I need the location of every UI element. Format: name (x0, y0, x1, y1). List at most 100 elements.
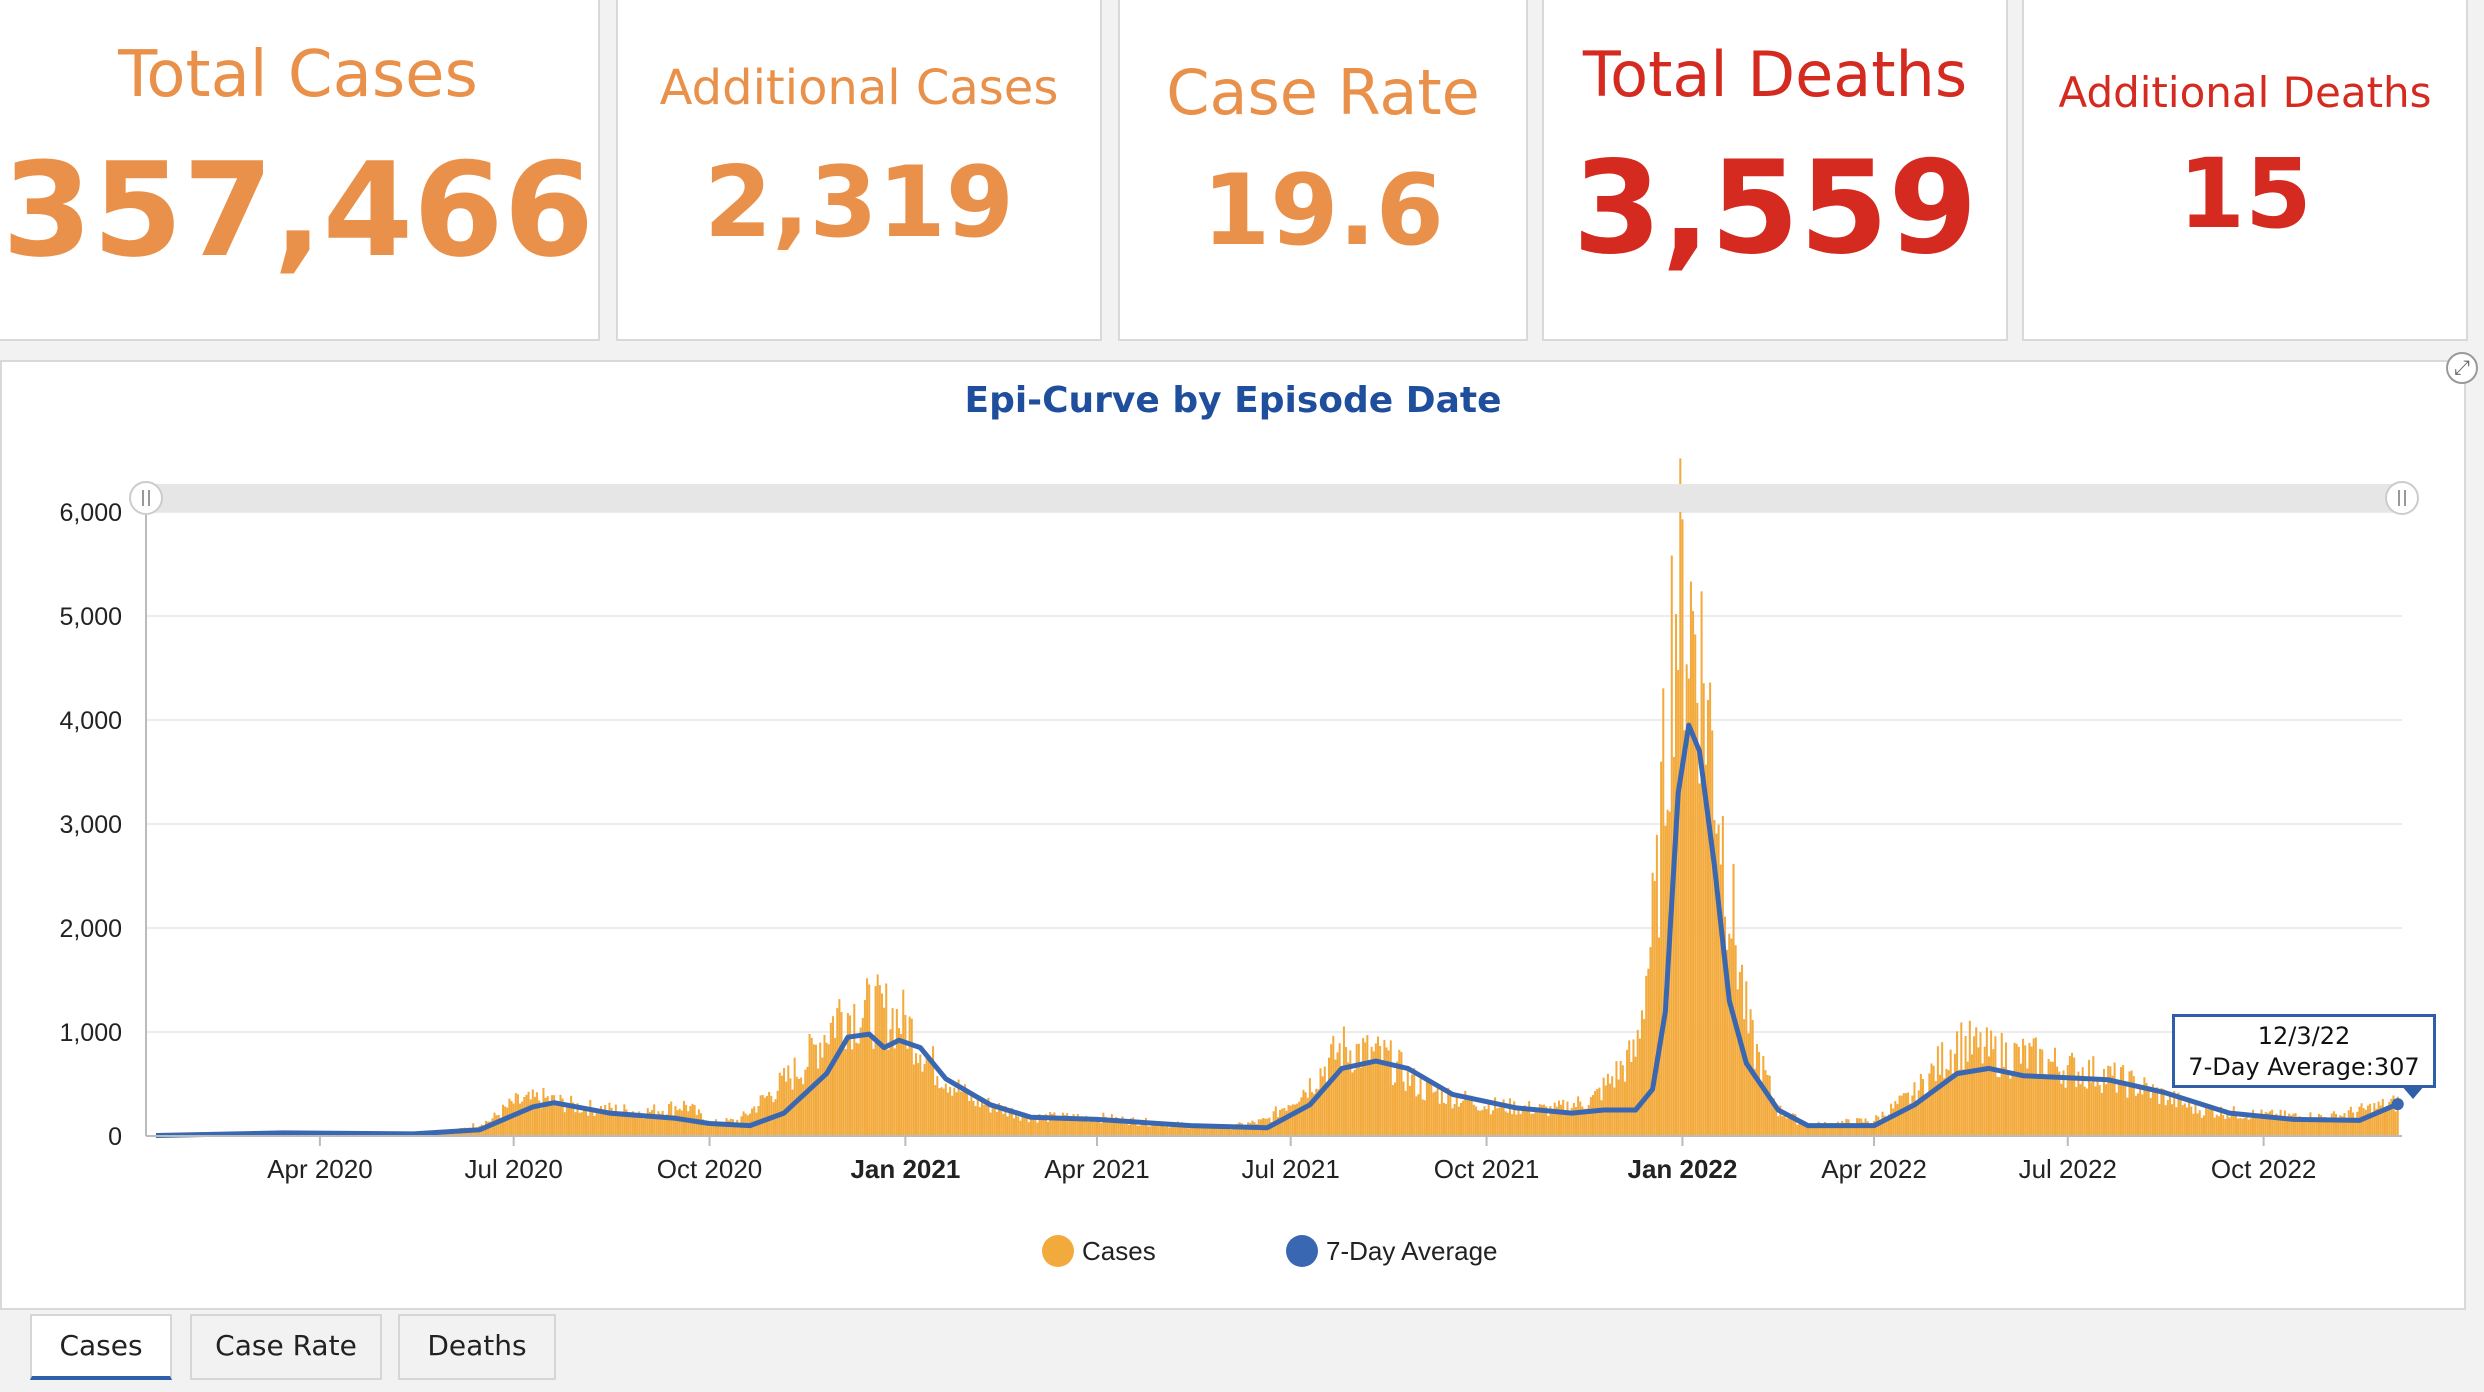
cases-bar (2279, 1109, 2282, 1136)
cases-bar (1517, 1108, 1520, 1136)
cases-bar (585, 1110, 588, 1136)
cases-bar (2036, 1078, 2039, 1136)
cases-bar (923, 1063, 926, 1136)
cases-bar (1811, 1125, 1814, 1136)
cases-bar (531, 1089, 534, 1136)
cases-bar (1068, 1118, 1071, 1136)
cases-bar (1187, 1128, 1190, 1136)
cases-bar (2332, 1111, 2335, 1136)
tab-cases[interactable]: Cases (30, 1314, 172, 1380)
cases-bar (1540, 1104, 1543, 1136)
stat-card-additional-cases: Additional Cases 2,319 (616, 0, 1102, 341)
cases-bar (651, 1110, 654, 1136)
cases-bar (1717, 824, 1720, 1136)
cases-bar (1104, 1116, 1107, 1136)
cases-bar (1555, 1106, 1558, 1136)
cases-bar (738, 1123, 741, 1136)
cases-bar (680, 1110, 683, 1136)
cases-bar (2141, 1094, 2144, 1136)
cases-bar (1692, 611, 1695, 1136)
cases-bar (1151, 1124, 1154, 1136)
scroller-handle-right[interactable] (2385, 481, 2419, 515)
cases-bar (1830, 1122, 1833, 1136)
cases-bar (1168, 1127, 1171, 1136)
cases-bar (602, 1113, 605, 1136)
cases-bar (846, 1013, 849, 1136)
cases-bar (1087, 1121, 1090, 1136)
cases-bar (1649, 947, 1652, 1136)
cases-bar (1513, 1101, 1516, 1136)
legend[interactable]: Cases 7-Day Average (1042, 1235, 1498, 1267)
stat-card-case-rate: Case Rate 19.6 (1118, 0, 1528, 341)
cases-bar (1376, 1036, 1380, 1136)
stat-card-total-cases: Total Cases 357,466 (0, 0, 600, 341)
cases-bar (2132, 1076, 2135, 1136)
y-tick-label: 5,000 (59, 603, 122, 631)
cases-bar (2394, 1111, 2397, 1136)
cases-bar (780, 1075, 783, 1136)
cases-bar (719, 1123, 722, 1136)
cases-bar (2177, 1092, 2180, 1136)
cases-bar (2117, 1080, 2120, 1136)
expand-icon[interactable]: ⤢ (2446, 352, 2478, 384)
cases-bar (1021, 1115, 1024, 1136)
cases-bar (1949, 1049, 1952, 1136)
cases-bar (1804, 1126, 1807, 1136)
cases-bar (872, 1048, 875, 1136)
legend-label: Cases (1082, 1236, 1156, 1266)
cases-bar (1775, 1109, 1778, 1136)
additional-deaths-label: Additional Deaths (2058, 68, 2432, 117)
cases-bar (932, 1046, 935, 1136)
cases-bar (1445, 1103, 1448, 1136)
tab-deaths[interactable]: Deaths (398, 1314, 556, 1380)
cases-bar (1391, 1085, 1394, 1136)
cases-bar (1170, 1123, 1173, 1136)
cases-bar (593, 1115, 596, 1136)
cases-bar (1885, 1119, 1888, 1136)
cases-bar (1968, 1020, 1971, 1136)
cases-bar (2047, 1058, 2050, 1136)
cases-bar (1809, 1124, 1812, 1136)
cases-bar (2130, 1070, 2133, 1136)
cases-bar (1449, 1091, 1452, 1136)
tab-case-rate[interactable]: Case Rate (190, 1314, 382, 1380)
cases-bar (1059, 1118, 1062, 1136)
cases-bar (606, 1112, 609, 1136)
cases-bar (2313, 1121, 2316, 1136)
cases-bar (1621, 1065, 1624, 1136)
legend-item-cases[interactable]: Cases (1042, 1235, 1156, 1267)
cases-bar (991, 1105, 994, 1136)
range-scroller[interactable] (129, 481, 2419, 515)
cases-bar (2049, 1061, 2052, 1136)
cases-bar (565, 1106, 568, 1136)
cases-bar (2183, 1103, 2186, 1136)
cases-bar (1051, 1113, 1054, 1136)
cases-bar (957, 1079, 960, 1136)
cases-bar (1721, 815, 1724, 1136)
cases-bar (1917, 1090, 1920, 1136)
cases-bar (1283, 1108, 1286, 1136)
cases-bar (1432, 1092, 1435, 1136)
cases-bar (2241, 1118, 2244, 1136)
cases-bar (1779, 1105, 1782, 1136)
cases-bar (657, 1111, 660, 1136)
cases-bar (610, 1107, 613, 1136)
cases-bar (1215, 1125, 1218, 1136)
cases-bar (1826, 1123, 1829, 1136)
cases-bar (1147, 1126, 1150, 1136)
cases-bar (2071, 1052, 2074, 1136)
cases-bar (840, 1012, 843, 1136)
cases-bar (2064, 1087, 2067, 1136)
cases-bar (2113, 1062, 2116, 1136)
legend-item-seven-day-average[interactable]: 7-Day Average (1286, 1235, 1498, 1267)
cases-bar (2396, 1096, 2399, 1136)
cases-bar (621, 1111, 624, 1136)
cases-bar (1172, 1122, 1175, 1136)
cases-bar (951, 1095, 954, 1136)
cases-bar (604, 1104, 607, 1136)
x-tick-label: Jan 2022 (1627, 1154, 1737, 1184)
scroller-handle-left[interactable] (129, 481, 163, 515)
cases-bar (1230, 1129, 1233, 1136)
cases-bar (629, 1115, 632, 1136)
cases-bar (559, 1094, 562, 1136)
